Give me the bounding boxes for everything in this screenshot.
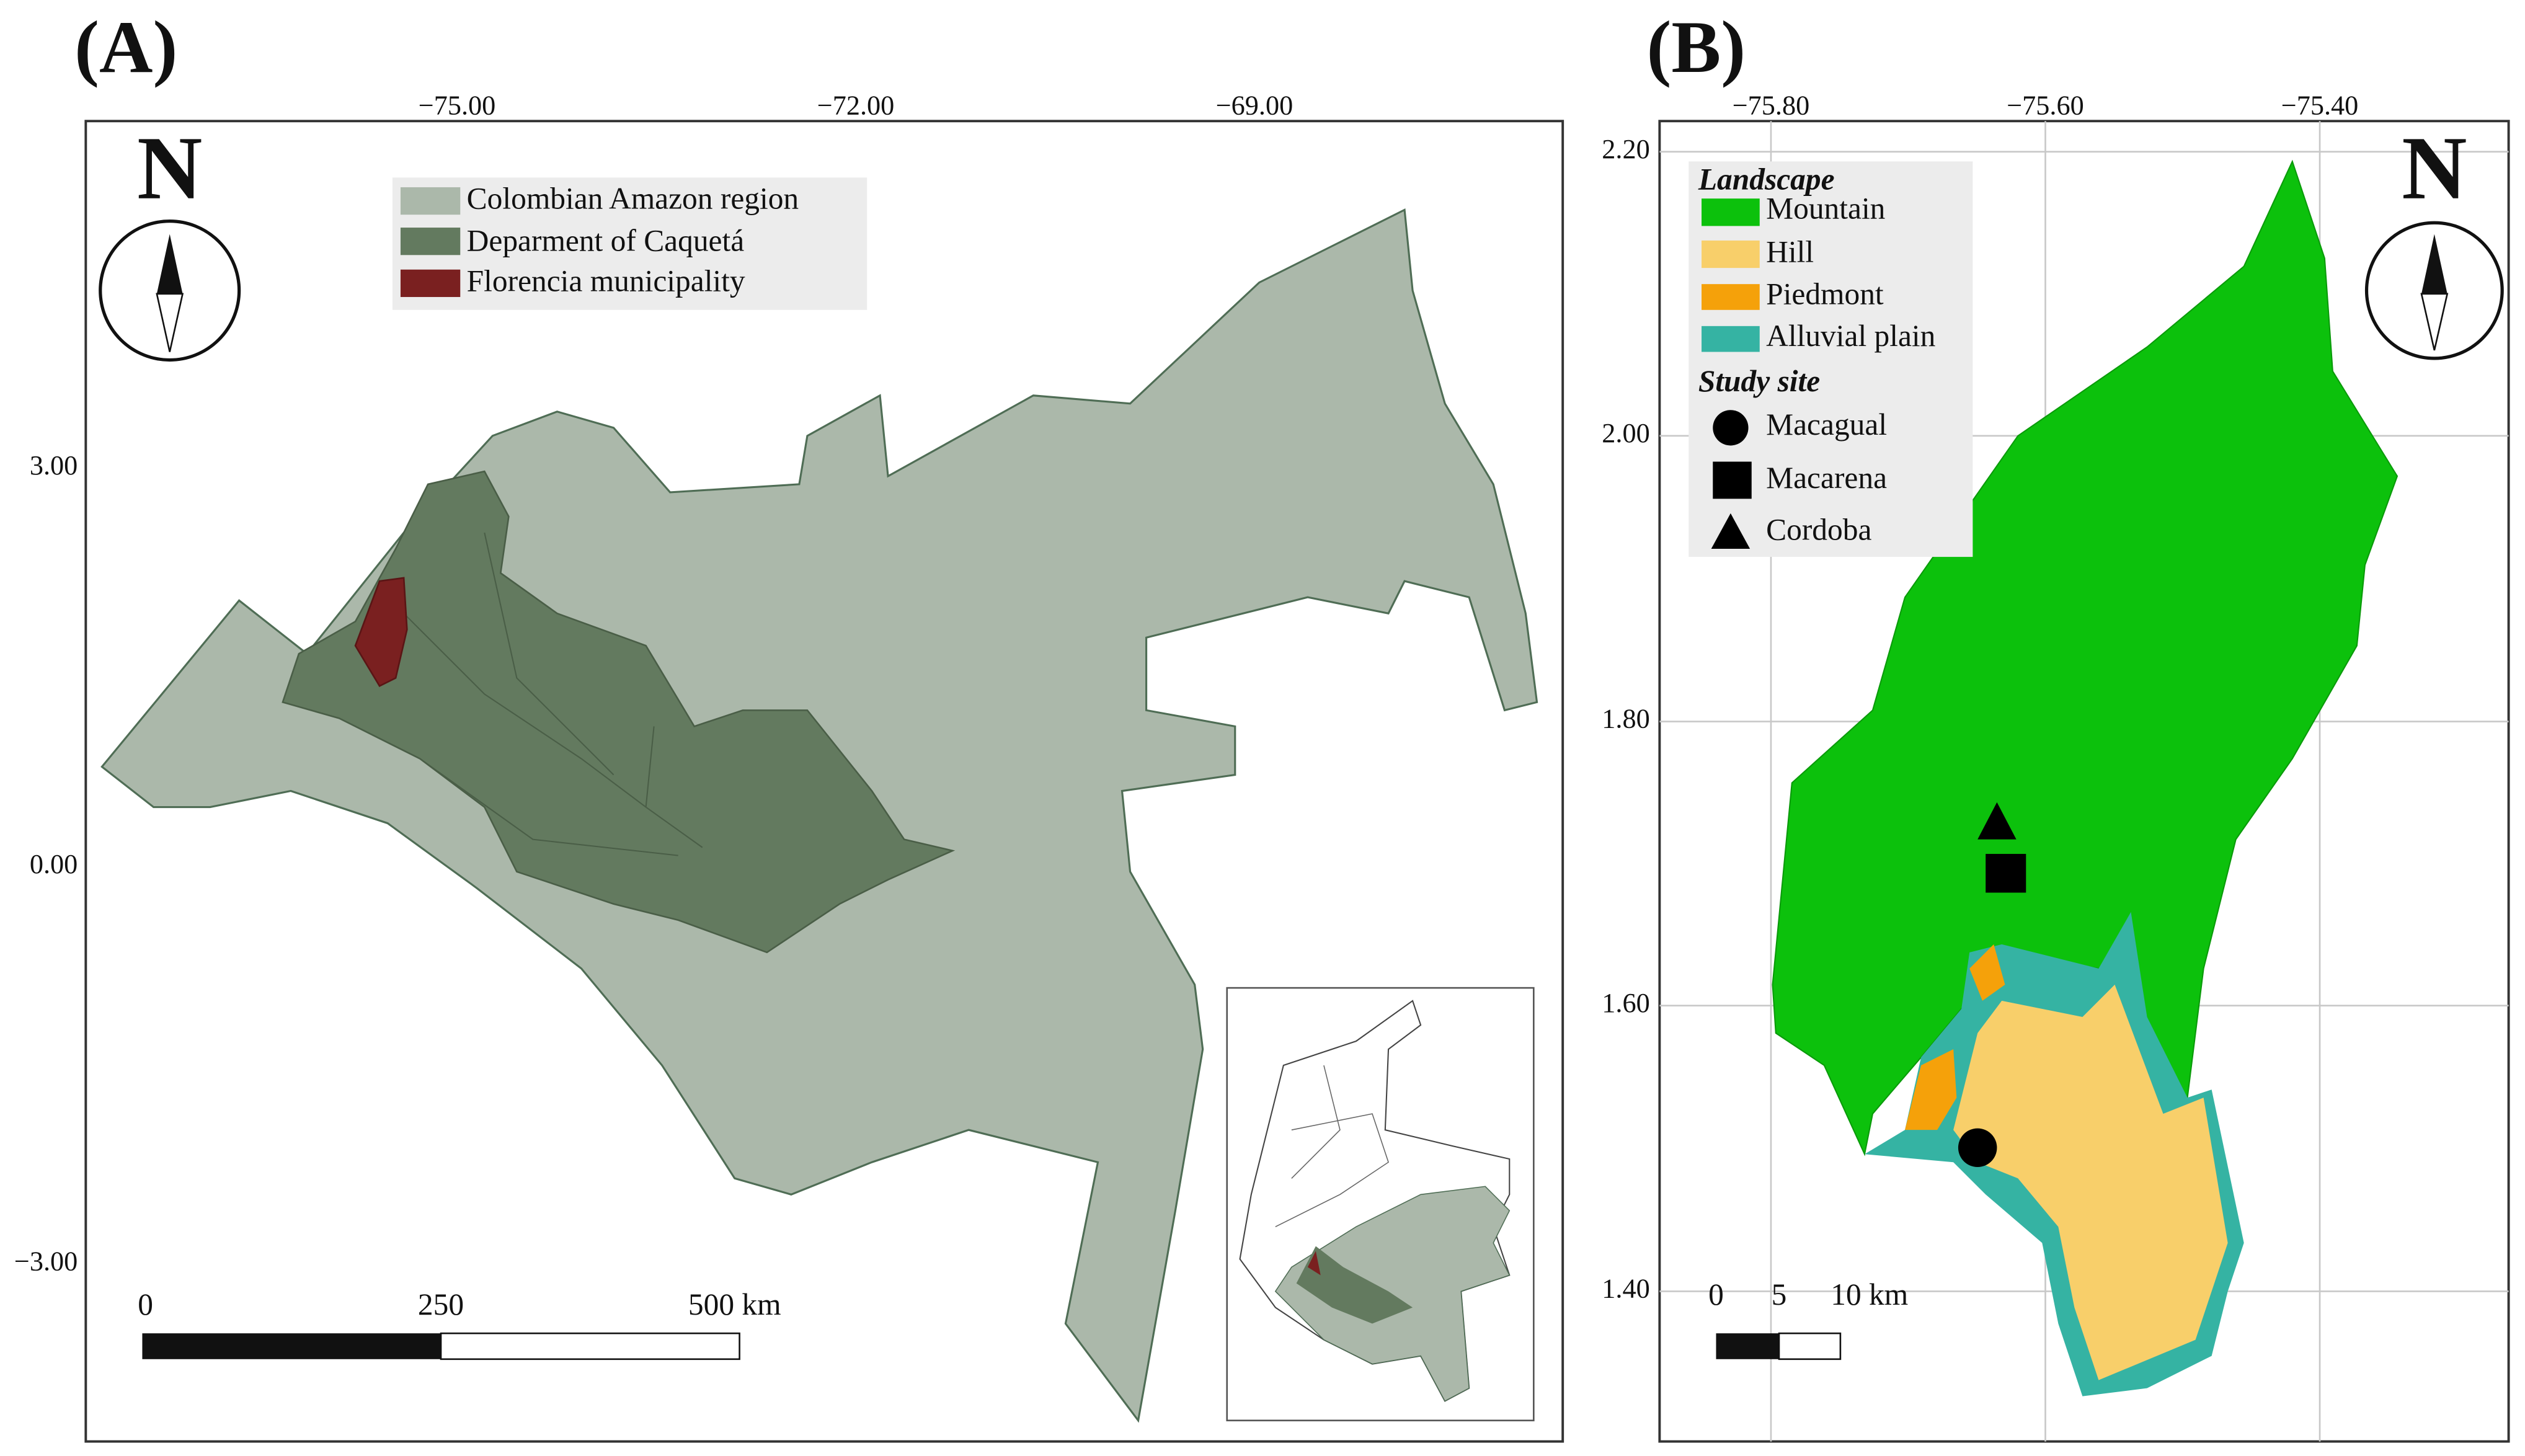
caqueta-department: [282, 470, 956, 954]
compass-needle: [156, 234, 183, 294]
legend-title: Study site: [1698, 364, 1820, 398]
municipal-borders: [403, 532, 703, 856]
legend-title: Landscape: [1698, 162, 1835, 196]
legend-symbol: [1711, 513, 1751, 549]
y-tick-label: 3.00: [30, 450, 78, 481]
x-ticks: −75.00 −72.00 −69.00 3.00 0.00 −3.00: [14, 91, 1293, 1277]
x-tick-label: −75.00: [419, 91, 496, 121]
florencia-municipality: [354, 577, 408, 688]
legend-swatch: [1702, 240, 1760, 269]
legend-label: Mountain: [1766, 191, 1885, 225]
legend-swatch: [1702, 198, 1760, 226]
legend-swatch: [400, 228, 461, 255]
legend-swatch: [400, 269, 461, 297]
legend-box: [392, 177, 868, 310]
inset-caqueta: [1296, 1246, 1413, 1324]
scale-label: 250: [418, 1287, 464, 1321]
legend-swatch: [400, 187, 461, 215]
macagual-site: [1958, 1128, 1997, 1168]
x-tick-label: −75.40: [2281, 91, 2359, 121]
panel-label: (A): [74, 6, 177, 88]
compass-needle: [156, 293, 184, 352]
y-tick-label: 1.80: [1602, 704, 1649, 734]
legend-label: Alluvial plain: [1766, 319, 1935, 353]
inset-florencia: [1307, 1251, 1321, 1276]
legend-symbol: [1713, 461, 1752, 499]
y-tick-label: 2.00: [1602, 418, 1649, 448]
scale-segment: [1778, 1332, 1842, 1361]
scale-label: 5: [1772, 1277, 1787, 1312]
scale-segment: [1716, 1333, 1779, 1359]
x-tick-label: −75.60: [2007, 91, 2084, 121]
legend-label: Hill: [1766, 235, 1814, 269]
legend-swatch: [1702, 284, 1760, 310]
inset-amazon: [1274, 1186, 1511, 1402]
mountain-area: [1772, 159, 2399, 1156]
scale-label: 0: [1708, 1277, 1724, 1312]
macarena-site: [1986, 854, 2026, 893]
y-tick-label: 2.20: [1602, 134, 1649, 164]
legend-label: Deparment of Caquetá: [467, 223, 745, 257]
scale-segment: [440, 1332, 740, 1361]
y-tick-label: −3.00: [14, 1246, 78, 1276]
compass-needle: [2421, 234, 2447, 294]
y-tick-label: 1.40: [1602, 1274, 1649, 1304]
x-tick-label: −75.80: [1733, 91, 1810, 121]
legend-label: Macarena: [1766, 461, 1887, 495]
legend-symbol: [1713, 410, 1749, 446]
north-arrow: N: [2364, 118, 2504, 360]
scale-bar: 0 5 10 km: [1708, 1277, 1908, 1361]
legend-label: Macagual: [1766, 407, 1887, 442]
cordoba-site: [1977, 802, 2017, 840]
north-label: N: [137, 118, 202, 218]
scale-label: 0: [138, 1287, 153, 1321]
inset-map: [1226, 987, 1535, 1422]
north-arrow: N: [99, 118, 241, 362]
scale-segment: [142, 1333, 442, 1359]
panel-label: (B): [1647, 6, 1746, 88]
legend-label: Piedmont: [1766, 277, 1884, 311]
legend-label: Colombian Amazon region: [467, 182, 799, 216]
x-tick-label: −72.00: [817, 91, 895, 121]
legend-label: Cordoba: [1766, 512, 1871, 546]
scale-label: 500 km: [688, 1287, 781, 1321]
scale-label: 10 km: [1831, 1277, 1908, 1312]
piedmont-area: [1905, 944, 2005, 1130]
y-tick-label: 0.00: [30, 849, 78, 879]
legend-label: Florencia municipality: [467, 264, 745, 298]
north-label: N: [2402, 118, 2467, 218]
compass-needle: [2420, 293, 2449, 351]
legend-swatch: [1702, 326, 1760, 352]
y-tick-label: 1.60: [1602, 988, 1649, 1018]
x-tick-label: −69.00: [1216, 91, 1294, 121]
inset-borders: [1275, 1065, 1389, 1228]
hill-area: [1953, 984, 2228, 1380]
scale-bar: 0 250 500 km: [138, 1287, 781, 1361]
